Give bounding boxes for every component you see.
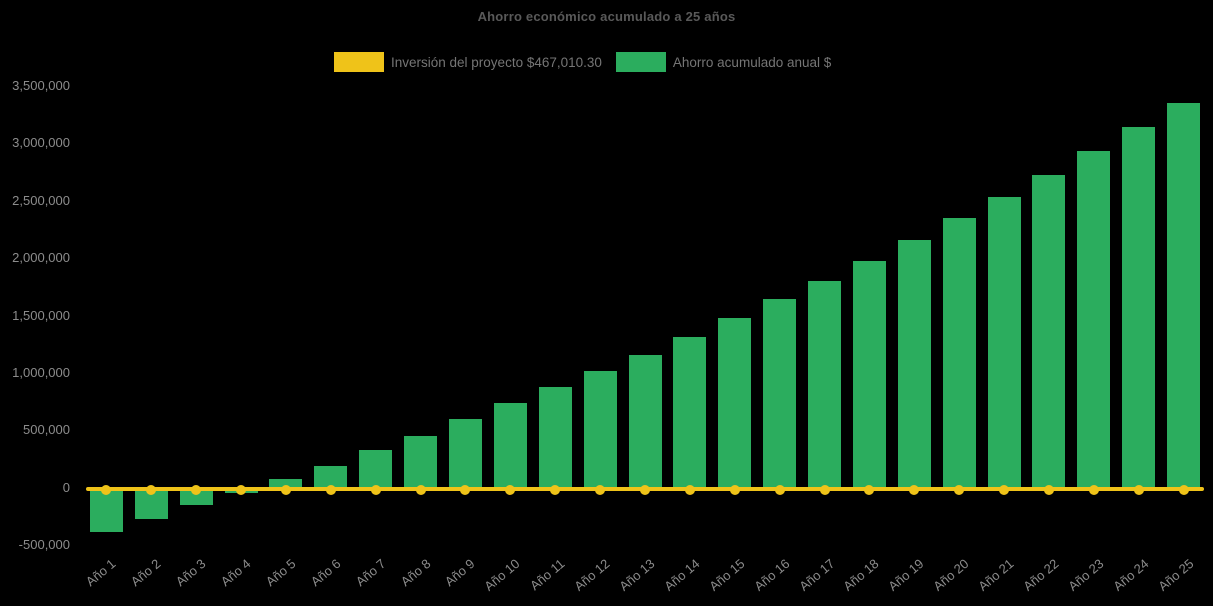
bar-año-20	[942, 217, 976, 488]
investment-line-marker	[550, 484, 561, 495]
investment-line-marker	[954, 484, 965, 495]
plot-area	[84, 86, 1206, 545]
y-tick-label: -500,000	[18, 537, 70, 552]
y-tick-label: 1,000,000	[12, 364, 70, 380]
bar-año-12	[583, 371, 617, 488]
bar-año-11	[538, 387, 572, 488]
investment-line-marker	[505, 484, 516, 495]
investment-line-marker	[236, 484, 247, 495]
bar-año-10	[493, 403, 527, 488]
investment-line-marker	[1178, 484, 1189, 495]
bar-año-15	[718, 318, 752, 488]
bar-año-19	[897, 240, 931, 488]
legend-label-ahorro: Ahorro acumulado anual $	[672, 54, 832, 70]
investment-line-marker	[909, 484, 920, 495]
legend-label-inversion: Inversión del proyecto $467,010.30	[391, 54, 602, 70]
y-tick-label: 1,500,000	[12, 307, 70, 323]
y-tick-label: 2,000,000	[12, 250, 70, 266]
investment-line-marker	[684, 484, 695, 495]
investment-line-marker	[146, 484, 157, 495]
bar-año-25	[1167, 103, 1201, 488]
investment-line-marker	[325, 484, 336, 495]
investment-line-marker	[101, 484, 112, 495]
investment-line-marker	[729, 484, 740, 495]
bar-año-16	[763, 299, 797, 488]
bar-año-8	[404, 435, 438, 488]
bar-año-7	[359, 450, 393, 488]
bar-año-13	[628, 354, 662, 488]
investment-line-marker	[819, 484, 830, 495]
bar-año-1	[89, 487, 123, 532]
investment-line-marker	[595, 484, 606, 495]
y-tick-label: 2,500,000	[12, 192, 70, 208]
y-tick-label: 3,000,000	[12, 135, 70, 151]
investment-line-marker	[774, 484, 785, 495]
bar-año-24	[1122, 127, 1156, 488]
investment-line-marker	[1133, 484, 1144, 495]
legend: Inversión del proyecto $467,010.30 Ahorr…	[334, 52, 831, 72]
bar-año-17	[808, 280, 842, 488]
bar-año-21	[987, 197, 1021, 488]
bar-año-3	[179, 487, 213, 506]
y-tick-label: 500,000	[23, 422, 70, 438]
chart-title: Ahorro económico acumulado a 25 años	[477, 9, 736, 24]
bar-año-6	[314, 465, 348, 488]
legend-swatch-inversion	[334, 52, 384, 72]
investment-line-marker	[370, 484, 381, 495]
investment-line-marker	[191, 484, 202, 495]
investment-line-marker	[1043, 484, 1054, 495]
investment-line-marker	[864, 484, 875, 495]
bar-año-18	[852, 260, 886, 488]
investment-line-marker	[1088, 484, 1099, 495]
bar-año-23	[1077, 150, 1111, 488]
y-tick-label: 3,500,000	[12, 78, 70, 93]
legend-swatch-ahorro	[615, 52, 666, 72]
investment-line-marker	[460, 484, 471, 495]
investment-line-marker	[640, 484, 650, 495]
investment-line-marker	[280, 484, 291, 495]
y-tick-label: 0	[62, 479, 70, 495]
bar-año-22	[1032, 174, 1066, 488]
bar-año-14	[673, 337, 707, 488]
bar-año-5	[269, 479, 303, 488]
investment-line-marker	[999, 484, 1010, 495]
investment-line-marker	[415, 484, 426, 495]
bar-año-9	[448, 419, 482, 488]
